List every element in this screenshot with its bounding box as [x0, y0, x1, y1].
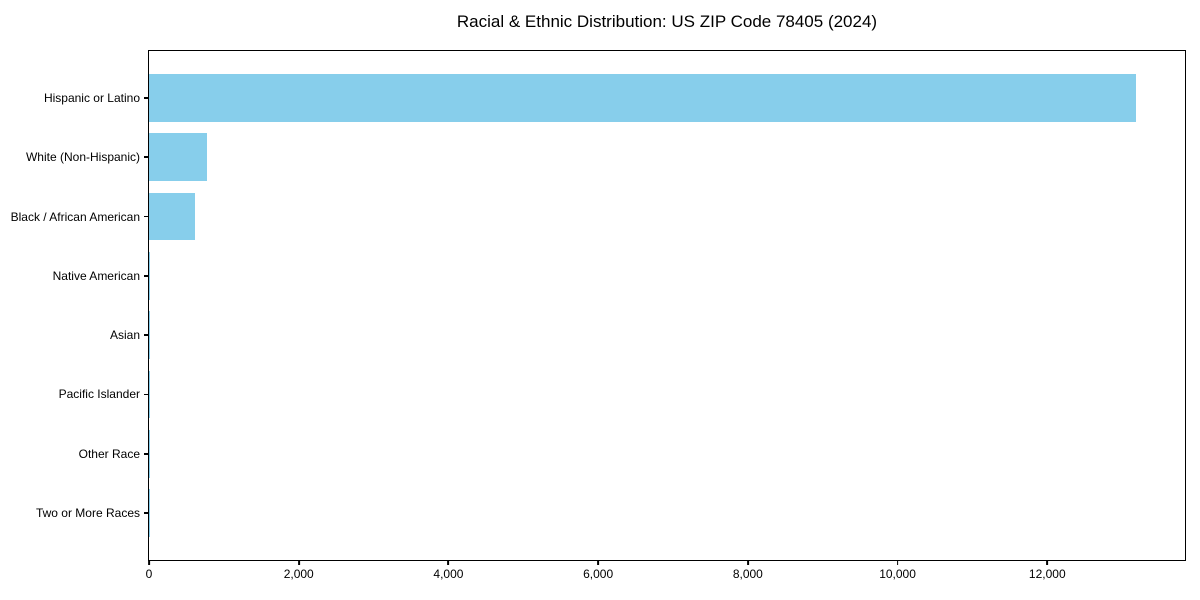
y-axis-tick — [144, 512, 149, 515]
y-axis-tick — [144, 156, 149, 159]
x-axis-tick-label: 2,000 — [283, 567, 314, 581]
y-axis-tick — [144, 274, 149, 277]
x-axis-tick-label: 12,000 — [1028, 567, 1066, 581]
x-axis-tick — [1046, 560, 1049, 565]
bar-hispanic-or-latino — [149, 74, 1136, 122]
y-axis-tick — [144, 334, 149, 337]
y-axis-label: Other Race — [78, 446, 140, 461]
x-axis-tick-label: 8,000 — [732, 567, 763, 581]
x-axis-tick-label: 10,000 — [879, 567, 916, 581]
bar-asian — [149, 311, 150, 359]
y-axis-label: Pacific Islander — [58, 387, 140, 402]
x-axis-tick — [597, 560, 600, 565]
x-axis-tick-label: 4,000 — [433, 567, 464, 581]
bar-native-american — [149, 252, 151, 300]
y-axis-label: Native American — [52, 268, 140, 283]
y-axis-label: Hispanic or Latino — [43, 90, 140, 105]
plot-area: Hispanic or Latino White (Non-Hispanic) Bl… — [11, 50, 1186, 580]
y-axis-label: White (Non-Hispanic) — [25, 150, 140, 165]
y-axis-label: Black / African American — [10, 209, 140, 224]
x-axis-tick-label: 6,000 — [583, 567, 614, 581]
y-axis-tick — [144, 215, 149, 218]
y-axis-tick — [144, 96, 149, 99]
y-axis-label: Two or More Races — [35, 506, 140, 521]
bar-two-or-more-races — [149, 489, 150, 537]
x-axis-tick — [297, 560, 300, 565]
x-axis-tick — [447, 560, 450, 565]
bar-white-non-hispanic — [149, 133, 207, 181]
chart-title: Racial & Ethnic Distribution: US ZIP Cod… — [456, 12, 878, 31]
x-axis-tick-label: 0 — [145, 567, 153, 581]
x-axis-tick — [746, 560, 749, 565]
x-axis-tick — [148, 560, 150, 565]
bar-black-african-american — [149, 192, 195, 241]
y-axis-label: Asian — [109, 328, 140, 343]
y-axis-tick — [144, 393, 149, 396]
x-axis-tick — [896, 560, 899, 565]
y-axis-tick — [144, 452, 149, 455]
